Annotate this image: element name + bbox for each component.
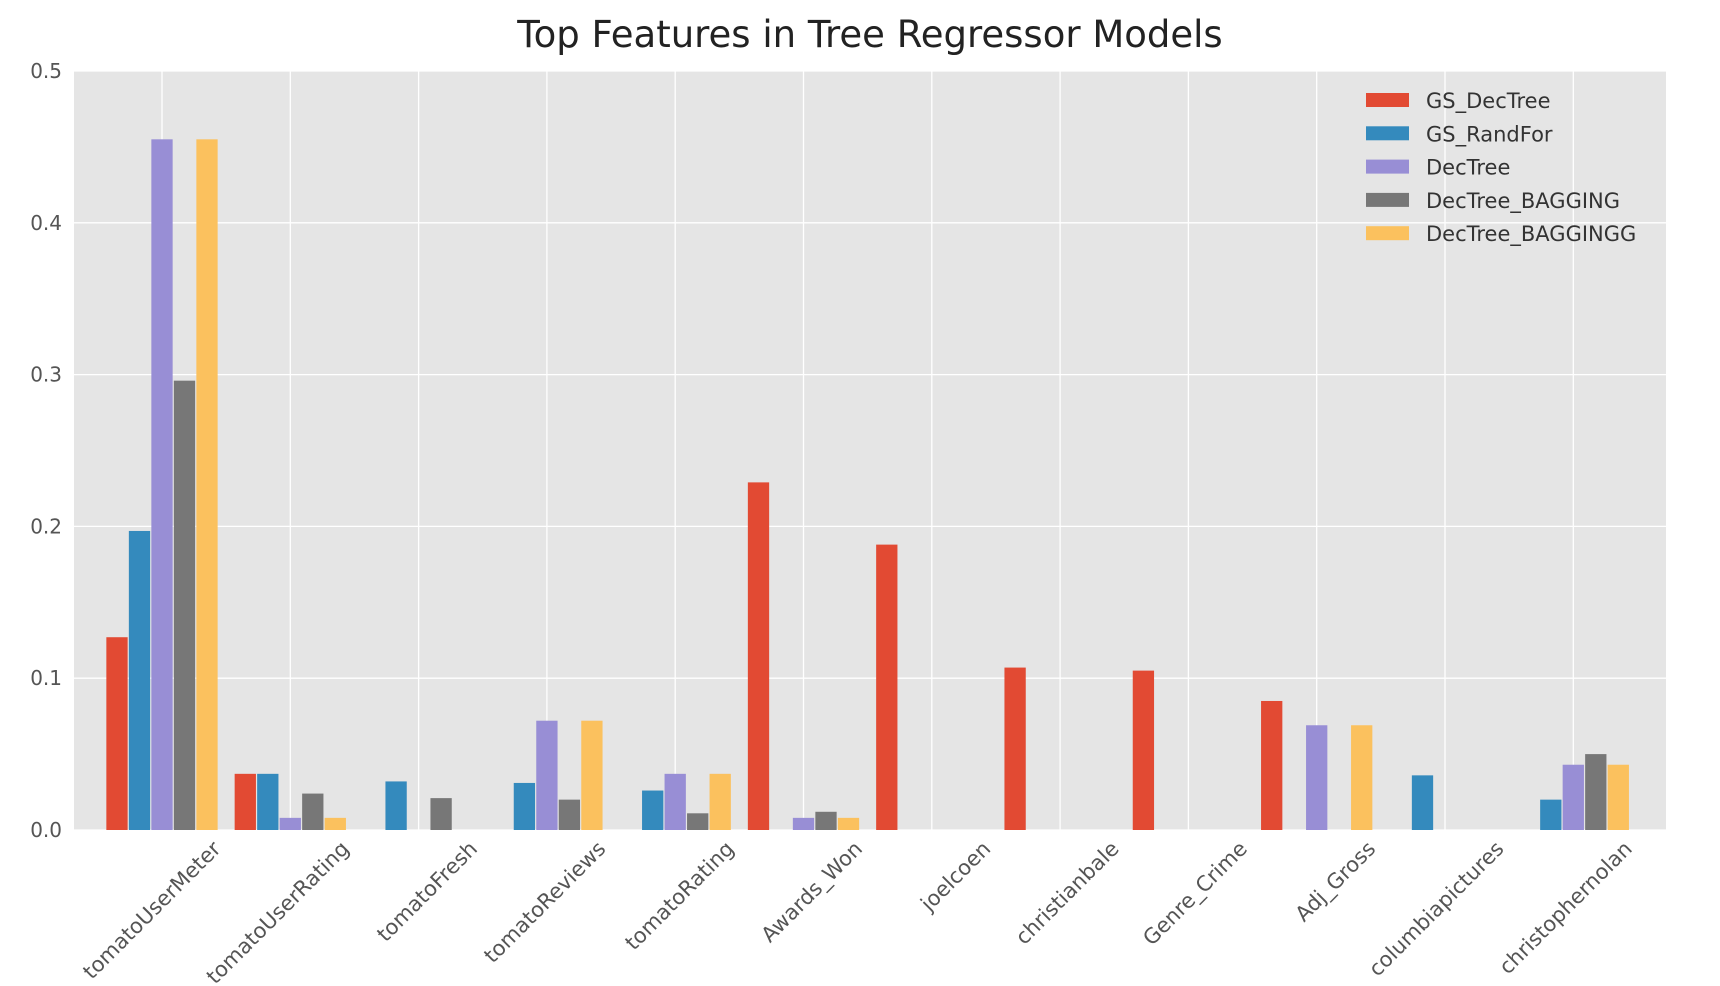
bar-DecTree_BAGGING-christophernolan — [1585, 754, 1607, 830]
x-tick-label: columbiapictures — [1364, 837, 1508, 981]
legend-swatch — [1366, 93, 1409, 107]
bar-DecTree_BAGGING-tomatoRating — [687, 813, 709, 830]
bar-DecTree-tomatoUserRating — [279, 817, 301, 830]
gridlines — [74, 70, 1666, 831]
x-tick-label: joelcoen — [915, 837, 995, 917]
x-tick-label: tomatoUserRating — [202, 837, 354, 986]
legend: GS_DecTree GS_RandFor DecTree DecTree_BAGGI… — [1366, 89, 1636, 247]
bar-GS_DecTree-Genre_Crime — [1132, 670, 1155, 830]
bar-DecTree_BAGGINGG-tomatoUserRating — [324, 817, 346, 830]
bar-DecTree_BAGGINGG-christophernolan — [1607, 764, 1629, 830]
bar-DecTree_BAGGINGG-tomatoReviews — [581, 720, 603, 830]
x-tick-label: Awards_Won — [757, 837, 868, 948]
bar-DecTree_BAGGINGG-tomatoUserMeter — [196, 139, 218, 830]
bar-DecTree-christophernolan — [1562, 764, 1584, 830]
legend-swatch — [1366, 192, 1409, 207]
bar-DecTree_BAGGING-tomatoReviews — [558, 799, 581, 830]
bar-DecTree-Awards_Won — [792, 817, 815, 830]
x-tick-label: christophernolan — [1494, 837, 1636, 979]
legend-swatch — [1366, 126, 1409, 141]
bar-GS_RandFor-christophernolan — [1540, 799, 1562, 830]
bar-GS_RandFor-columbiapictures — [1411, 775, 1434, 830]
bar-DecTree_BAGGINGG-tomatoRating — [709, 773, 731, 830]
legend-label: GS_DecTree — [1426, 89, 1551, 114]
x-tick-label: Genre_Crime — [1138, 837, 1252, 951]
y-tick-label: 0.5 — [30, 59, 62, 83]
bars — [106, 139, 1629, 830]
bar-GS_RandFor-tomatoUserMeter — [128, 530, 151, 830]
x-tick-label: Adj_Gross — [1291, 837, 1381, 927]
legend-swatch — [1366, 159, 1409, 174]
legend-label: DecTree_BAGGING — [1426, 189, 1620, 214]
bar-GS_DecTree-tomatoUserRating — [234, 773, 256, 830]
bar-DecTree_BAGGINGG-Awards_Won — [837, 817, 860, 830]
y-tick-label: 0.0 — [30, 818, 62, 842]
bar-DecTree-tomatoUserMeter — [151, 139, 173, 830]
y-tick-label: 0.4 — [30, 211, 62, 235]
bar-GS_RandFor-tomatoUserRating — [257, 773, 279, 830]
bar-DecTree_BAGGING-tomatoFresh — [430, 798, 452, 830]
bar-GS_DecTree-tomatoUserMeter — [106, 637, 128, 830]
bar-GS_RandFor-tomatoReviews — [513, 782, 536, 830]
legend-label: DecTree — [1426, 156, 1510, 180]
bar-GS_DecTree-joelcoen — [876, 544, 898, 830]
legend-label: DecTree_BAGGINGG — [1426, 222, 1636, 247]
bar-GS_DecTree-Awards_Won — [747, 482, 770, 830]
x-tick-label: tomatoUserMeter — [78, 836, 225, 983]
y-axis-ticks: 0.0 0.1 0.2 0.3 0.4 0.5 — [30, 59, 62, 842]
bar-DecTree-Adj_Gross — [1306, 725, 1328, 830]
x-tick-label: tomatoFresh — [372, 837, 482, 947]
bar-DecTree_BAGGING-tomatoUserRating — [302, 793, 324, 830]
bar-GS_RandFor-tomatoRating — [642, 790, 664, 830]
chart-title: Top Features in Tree Regressor Models — [516, 13, 1222, 56]
bar-DecTree_BAGGING-Awards_Won — [815, 811, 837, 830]
x-tick-label: tomatoRating — [621, 837, 739, 955]
bar-GS_RandFor-tomatoFresh — [385, 781, 407, 830]
legend-label: GS_RandFor — [1426, 122, 1553, 147]
x-tick-label: tomatoReviews — [479, 837, 610, 968]
bar-DecTree_BAGGINGG-Adj_Gross — [1351, 725, 1373, 830]
bar-DecTree-tomatoRating — [664, 773, 686, 830]
x-tick-label: christianbale — [1011, 837, 1124, 950]
bar-GS_DecTree-christianbale — [1004, 667, 1026, 830]
y-tick-label: 0.1 — [30, 666, 62, 690]
y-tick-label: 0.2 — [30, 514, 62, 538]
bar-DecTree-tomatoReviews — [536, 720, 558, 830]
legend-swatch — [1366, 226, 1409, 241]
bar-DecTree_BAGGING-tomatoUserMeter — [173, 380, 196, 830]
plot-area — [74, 71, 1666, 830]
y-tick-label: 0.3 — [30, 363, 62, 387]
bar-GS_DecTree-Adj_Gross — [1261, 700, 1283, 830]
